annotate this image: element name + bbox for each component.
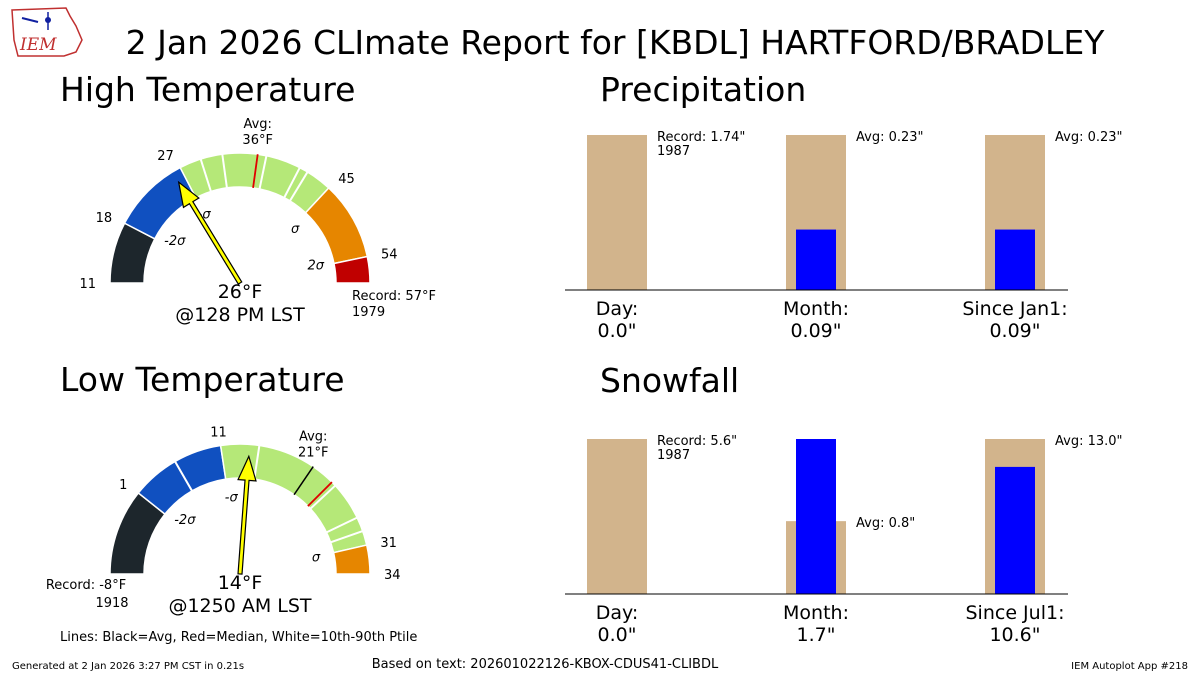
percentile-line xyxy=(326,516,358,534)
tick-label: 31 xyxy=(380,536,397,551)
tick-label: 45 xyxy=(338,172,355,187)
percentile-line xyxy=(283,167,301,199)
observed-time: @128 PM LST xyxy=(175,304,305,326)
bar-annotation: Avg: 0.23" xyxy=(1055,130,1123,145)
chart-precip: Precipitation Record: 1.74"1987 Day:0.0" Av… xyxy=(565,70,1123,342)
bar-annotation: Avg: 0.8" xyxy=(856,516,915,531)
gauge-title: High Temperature xyxy=(60,70,355,109)
page-title: 2 Jan 2026 CLImate Report for [KBDL] HAR… xyxy=(126,23,1106,62)
category-value: 0.09" xyxy=(790,320,841,342)
gauge-needle xyxy=(177,180,243,285)
bar-observed xyxy=(995,466,1035,594)
gauge-high-temp: High Temperature1118274554-2σ-σσ2σAvg:36… xyxy=(60,70,436,326)
bar-annotation: Avg: 0.23" xyxy=(856,130,924,145)
category-value: 0.0" xyxy=(598,320,637,342)
tick-label: 11 xyxy=(79,277,96,292)
app-note: IEM Autoplot App #218 xyxy=(1071,661,1188,672)
bar-chart-title: Precipitation xyxy=(600,70,806,109)
sigma-label: σ xyxy=(312,551,321,566)
sigma-label: 2σ xyxy=(308,259,325,274)
sigma-label: σ xyxy=(291,222,300,237)
bar-annotation-year: 1987 xyxy=(657,144,690,159)
gauge-title: Low Temperature xyxy=(60,360,345,399)
logo-text: IEM xyxy=(19,35,57,55)
record-year: 1918 xyxy=(95,596,128,611)
category-label: Since Jul1: xyxy=(966,602,1065,624)
bar-annotation-year: 1987 xyxy=(657,448,690,463)
category-value: 0.0" xyxy=(598,624,637,646)
sigma-label: -σ xyxy=(225,490,239,505)
gauge-band xyxy=(332,544,371,575)
bar-annotation: Record: 1.74" xyxy=(657,130,745,145)
median-line xyxy=(252,154,259,189)
median-line xyxy=(307,481,333,507)
percentile-line xyxy=(258,155,268,190)
percentile-line xyxy=(289,171,309,202)
observed-value: 14°F xyxy=(218,572,263,594)
chart-snowfall: Snowfall Record: 5.6"1987 Day:0.0" Avg: 0.8… xyxy=(565,361,1123,646)
percentile-line xyxy=(174,460,193,492)
category-label: Month: xyxy=(783,602,849,624)
avg-value: 36°F xyxy=(242,133,273,148)
percentile-line xyxy=(199,158,212,192)
lines-legend: Lines: Black=Avg, Red=Median, White=10th… xyxy=(60,630,417,645)
record-label: Record: -8°F xyxy=(46,578,126,593)
tick-label: 1 xyxy=(119,478,127,493)
avg-label: Avg: xyxy=(299,430,327,445)
bar-observed xyxy=(796,229,836,290)
bar-observed xyxy=(796,439,836,594)
record-year: 1979 xyxy=(352,305,385,320)
category-label: Day: xyxy=(596,298,639,320)
category-label: Day: xyxy=(596,602,639,624)
percentile-line xyxy=(309,484,336,510)
category-label: Month: xyxy=(783,298,849,320)
percentile-line xyxy=(221,154,228,189)
avg-line xyxy=(293,466,314,496)
record-label: Record: 57°F xyxy=(352,289,436,304)
observed-time: @1250 AM LST xyxy=(168,595,311,617)
tick-label: 34 xyxy=(384,568,401,583)
generated-note: Generated at 2 Jan 2026 3:27 PM CST in 0… xyxy=(12,661,244,672)
category-value: 1.7" xyxy=(797,624,836,646)
tick-label: 18 xyxy=(96,211,113,226)
bar-annotation: Record: 5.6" xyxy=(657,434,737,449)
iem-iowa-logo-icon: IEM xyxy=(11,7,83,57)
category-value: 10.6" xyxy=(989,624,1040,646)
tick-label: 54 xyxy=(381,248,398,263)
sigma-label: -2σ xyxy=(164,234,186,249)
bar-background xyxy=(587,135,647,290)
bar-chart-title: Snowfall xyxy=(600,361,739,400)
gauge-band xyxy=(333,255,371,284)
category-value: 0.09" xyxy=(989,320,1040,342)
source-note: Based on text: 202601022126-KBOX-CDUS41-… xyxy=(372,657,719,672)
bar-annotation: Avg: 13.0" xyxy=(1055,434,1123,449)
tick-label: 11 xyxy=(210,426,227,441)
sigma-label: -2σ xyxy=(174,513,196,528)
gauge-needle xyxy=(237,454,257,575)
gauge-low-temp: Low Temperature1113134-2σ-σσAvg:21°F14°F… xyxy=(46,360,401,617)
avg-label: Avg: xyxy=(243,117,271,132)
category-label: Since Jan1: xyxy=(962,298,1067,320)
observed-value: 26°F xyxy=(218,281,263,303)
bar-background xyxy=(587,439,647,594)
bar-observed xyxy=(995,229,1035,290)
tick-label: 27 xyxy=(157,149,174,164)
avg-value: 21°F xyxy=(298,446,329,461)
percentile-line xyxy=(330,530,364,544)
percentile-line xyxy=(253,445,261,480)
